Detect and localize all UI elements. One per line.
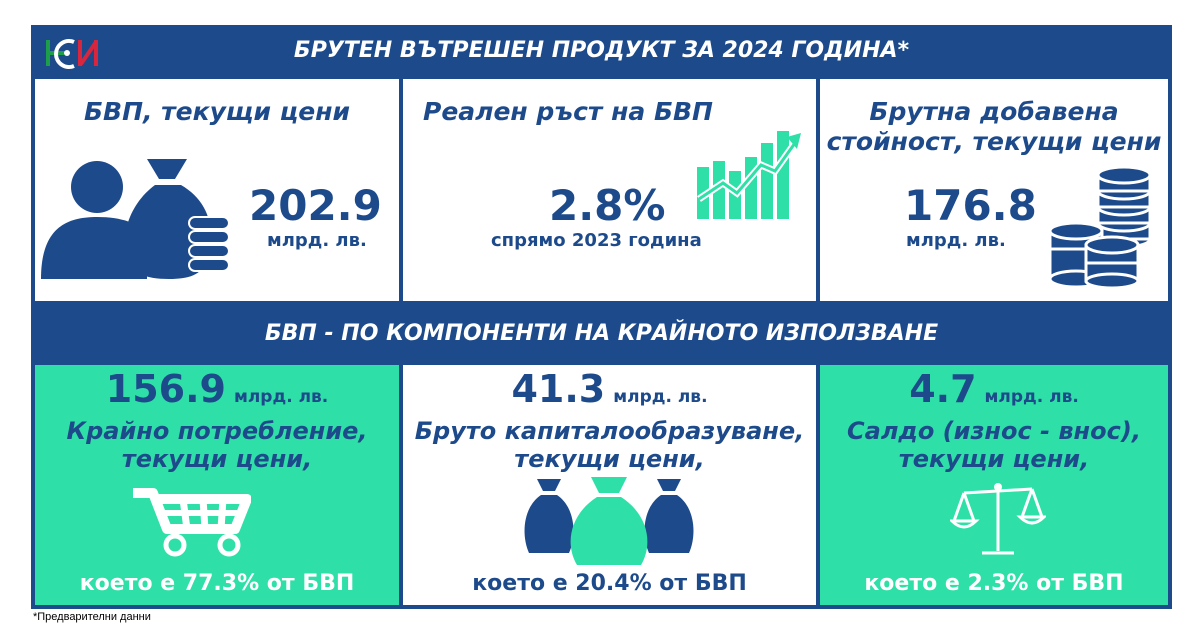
trade-balance-unit: млрд. лв.	[984, 387, 1079, 407]
gva-unit: млрд. лв.	[906, 230, 1006, 251]
components-title: БВП - ПО КОМПОНЕНТИ НА КРАЙНОТО ИЗПОЛЗВА…	[264, 320, 939, 346]
capital-share: което е 20.4% от БВП	[472, 571, 747, 596]
footnote: *Предварителни данни	[33, 611, 151, 623]
capital-line1: Бруто капиталообразуване,	[414, 417, 805, 445]
nsi-logo-icon	[46, 39, 98, 69]
gva-title-line1: Брутна добавена	[869, 97, 1119, 126]
balance-scale-icon	[950, 483, 1046, 555]
growth-value: 2.8%	[549, 181, 666, 230]
growth-unit: спрямо 2023 година	[491, 230, 702, 251]
consumption-line1: Крайно потребление,	[66, 417, 368, 445]
header-title: БРУТЕН ВЪТРЕШЕН ПРОДУКТ ЗА 2024 ГОДИНА*	[293, 37, 910, 63]
capital-card: 41.3 млрд. лв. Бруто капиталообразуване, …	[403, 365, 816, 605]
money-bags-icon	[524, 477, 694, 565]
gdp-title: БВП, текущи цени	[83, 97, 351, 126]
consumption-value: 156.9	[105, 367, 226, 411]
capital-line2: текущи цени,	[514, 445, 705, 473]
consumption-unit: млрд. лв.	[233, 387, 329, 407]
coin-stacks-icon	[1048, 165, 1152, 289]
gdp-value: 202.9	[249, 181, 382, 230]
header-banner: БРУТЕН ВЪТРЕШЕН ПРОДУКТ ЗА 2024 ГОДИНА*	[31, 25, 1172, 75]
capital-unit: млрд. лв.	[613, 387, 708, 407]
consumption-share: което е 77.3% от БВП	[79, 571, 355, 596]
gva-card: Брутна добавена стойност, текущи цени 17…	[820, 79, 1168, 301]
trade-balance-line1: Салдо (износ - внос),	[847, 417, 1141, 445]
person-money-bag-icon	[41, 159, 230, 279]
capital-value: 41.3	[511, 367, 606, 411]
trade-balance-value: 4.7	[909, 367, 977, 411]
components-banner: БВП - ПО КОМПОНЕНТИ НА КРАЙНОТО ИЗПОЛЗВА…	[31, 305, 1172, 361]
gva-title-line2: стойност, текущи цени	[826, 127, 1162, 156]
trade-balance-share: което е 2.3% от БВП	[864, 571, 1124, 596]
gdp-unit: млрд. лв.	[267, 230, 367, 251]
consumption-line2: текущи цени,	[121, 445, 313, 473]
gdp-card: БВП, текущи цени 202.9 млрд. лв.	[35, 79, 399, 301]
growth-title: Реален ръст на БВП	[423, 97, 713, 126]
trade-balance-line2: текущи цени,	[898, 445, 1090, 473]
growth-chart-icon	[697, 131, 801, 219]
shopping-cart-icon	[133, 488, 251, 557]
growth-card: Реален ръст на БВП 2.8% спрямо 2023 годи…	[403, 79, 816, 301]
trade-balance-card: 4.7 млрд. лв. Салдо (износ - внос), текущ…	[820, 365, 1168, 605]
consumption-card: 156.9 млрд. лв. Крайно потребление, текущ…	[35, 365, 399, 605]
gva-value: 176.8	[904, 181, 1037, 230]
